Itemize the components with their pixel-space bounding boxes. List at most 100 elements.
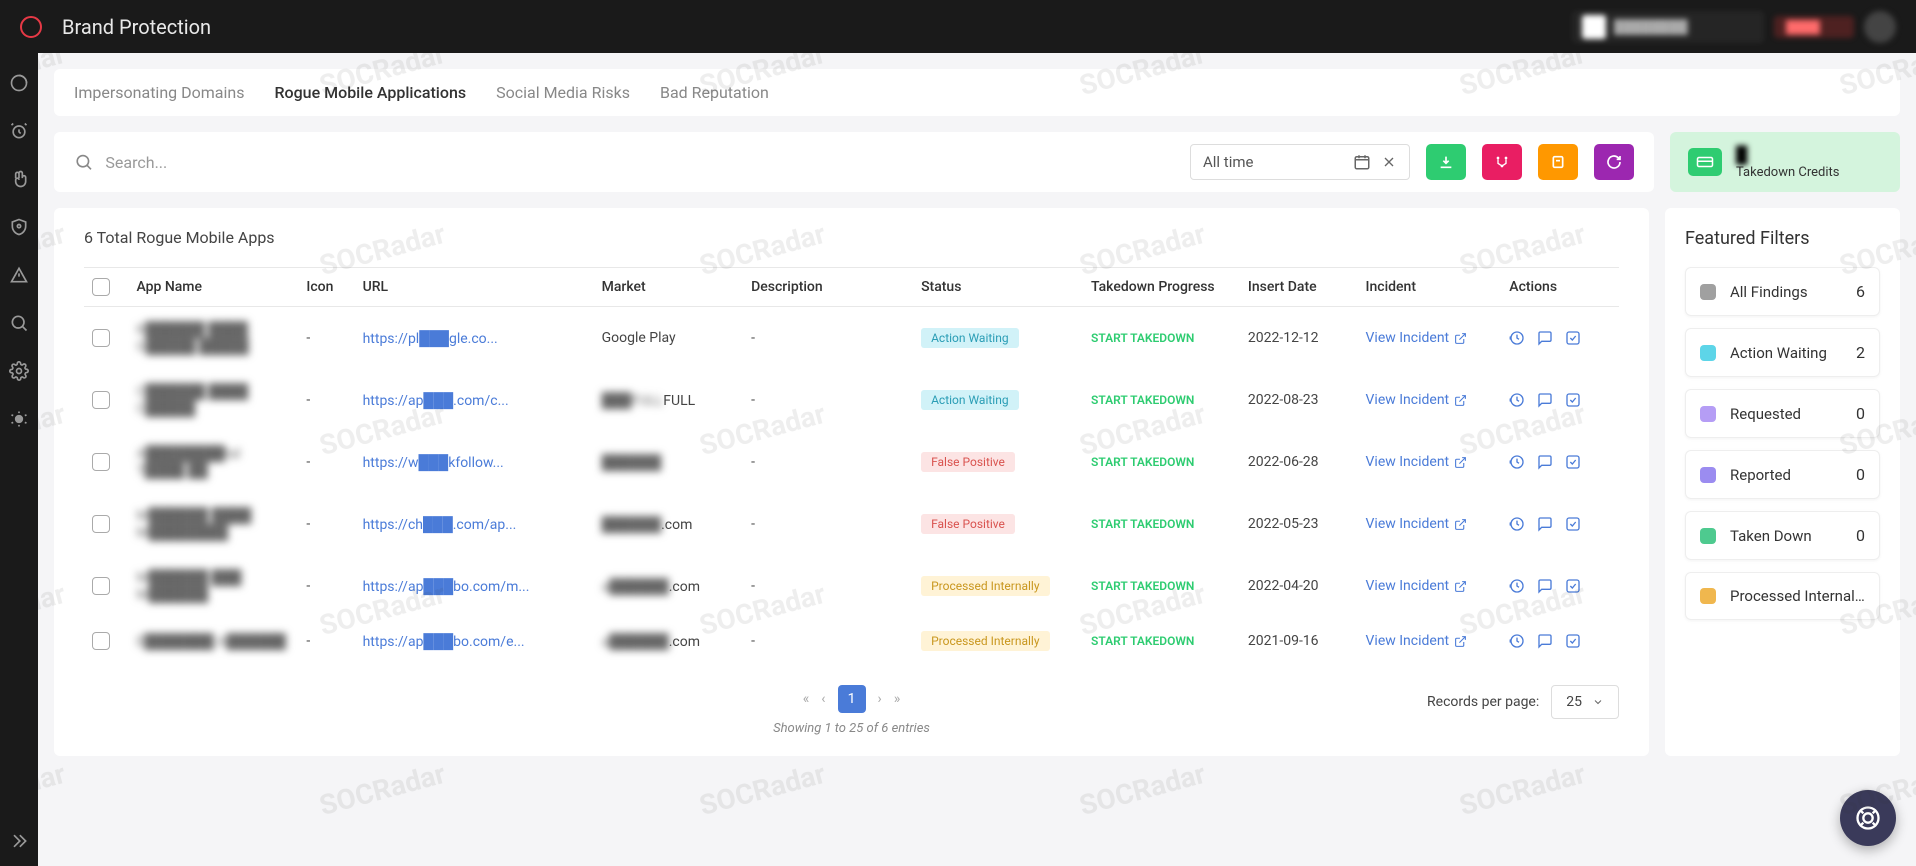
row-checkbox[interactable] (92, 453, 110, 471)
page-last-button[interactable]: » (894, 691, 901, 707)
sidebar-item-search[interactable] (9, 313, 29, 333)
history-icon[interactable] (1509, 633, 1525, 649)
sidebar-expand-icon[interactable] (9, 831, 29, 851)
check-icon[interactable] (1565, 633, 1581, 649)
row-checkbox[interactable] (92, 577, 110, 595)
row-checkbox[interactable] (92, 391, 110, 409)
tab-rogue-mobile-applications[interactable]: Rogue Mobile Applications (274, 83, 466, 102)
note-button[interactable] (1538, 144, 1578, 180)
start-takedown-button[interactable]: START TAKEDOWN (1091, 455, 1194, 469)
comment-icon[interactable] (1537, 516, 1553, 532)
view-incident-link[interactable]: View Incident (1366, 454, 1468, 470)
row-checkbox[interactable] (92, 515, 110, 533)
history-icon[interactable] (1509, 330, 1525, 346)
search-input[interactable] (105, 153, 1174, 172)
tab-impersonating-domains[interactable]: Impersonating Domains (74, 83, 244, 102)
page-prev-button[interactable]: ‹ (821, 691, 825, 707)
start-takedown-button[interactable]: START TAKEDOWN (1091, 579, 1194, 593)
main-content: Impersonating Domains Rogue Mobile Appli… (38, 53, 1916, 866)
pagination: « ‹ 1 › » Showing 1 to 25 of 6 entries R… (84, 685, 1619, 736)
history-icon[interactable] (1509, 454, 1525, 470)
sidebar-item-dashboard[interactable] (9, 73, 29, 93)
user-menu[interactable]: ████████ (1572, 11, 1764, 43)
insert-date-cell: 2021-09-16 (1240, 617, 1358, 665)
filter-item[interactable]: Reported 0 (1685, 450, 1880, 499)
url-link[interactable]: https://ap███.com/c... (363, 393, 509, 409)
status-badge: False Positive (921, 452, 1015, 472)
filter-item[interactable]: Processed Internally (1685, 572, 1880, 620)
url-link[interactable]: https://ap███bo.com/e... (363, 634, 525, 650)
app-name-cell: A████████tal T████ ██ (136, 446, 240, 479)
sidebar-item-settings[interactable] (9, 361, 29, 381)
status-badge: False Positive (921, 514, 1015, 534)
page-title: Brand Protection (62, 15, 211, 39)
search-toolbar: All time (54, 132, 1654, 192)
select-all-checkbox[interactable] (92, 278, 110, 296)
row-checkbox[interactable] (92, 632, 110, 650)
url-link[interactable]: https://w███kfollow... (363, 455, 504, 471)
start-takedown-button[interactable]: START TAKEDOWN (1091, 331, 1194, 345)
takedown-credits-card: █ Takedown Credits (1670, 132, 1900, 192)
description-cell: - (743, 307, 913, 370)
page-current[interactable]: 1 (838, 685, 866, 713)
row-checkbox[interactable] (92, 329, 110, 347)
url-link[interactable]: https://ch███.com/ap... (363, 517, 517, 533)
view-incident-link[interactable]: View Incident (1366, 330, 1468, 346)
check-icon[interactable] (1565, 330, 1581, 346)
url-link[interactable]: https://ap███bo.com/m... (363, 579, 530, 595)
check-icon[interactable] (1565, 578, 1581, 594)
filter-button[interactable] (1482, 144, 1522, 180)
filter-item[interactable]: Taken Down 0 (1685, 511, 1880, 560)
comment-icon[interactable] (1537, 454, 1553, 470)
comment-icon[interactable] (1537, 330, 1553, 346)
refresh-button[interactable] (1594, 144, 1634, 180)
header-avatar-icon[interactable] (1864, 11, 1896, 43)
download-button[interactable] (1426, 144, 1466, 180)
filter-item[interactable]: Action Waiting 2 (1685, 328, 1880, 377)
start-takedown-button[interactable]: START TAKEDOWN (1091, 393, 1194, 407)
sidebar-item-warning[interactable] (9, 265, 29, 285)
clear-date-icon[interactable] (1381, 154, 1397, 170)
sidebar-item-alarm[interactable] (9, 121, 29, 141)
tab-bad-reputation[interactable]: Bad Reputation (660, 83, 769, 102)
start-takedown-button[interactable]: START TAKEDOWN (1091, 634, 1194, 648)
col-actions: Actions (1501, 268, 1619, 307)
icon-cell: - (298, 493, 354, 555)
history-icon[interactable] (1509, 578, 1525, 594)
view-incident-link[interactable]: View Incident (1366, 516, 1468, 532)
filter-item[interactable]: All Findings 6 (1685, 267, 1880, 316)
filter-count: 0 (1856, 404, 1865, 423)
user-name: ████████ (1614, 19, 1754, 35)
view-incident-link[interactable]: View Incident (1366, 633, 1468, 649)
history-icon[interactable] (1509, 516, 1525, 532)
comment-icon[interactable] (1537, 578, 1553, 594)
sidebar-item-bug[interactable] (9, 409, 29, 429)
filter-label: All Findings (1730, 283, 1856, 301)
check-icon[interactable] (1565, 392, 1581, 408)
start-takedown-button[interactable]: START TAKEDOWN (1091, 517, 1194, 531)
filter-color-icon (1700, 588, 1716, 604)
records-per-page-select[interactable]: 25 (1551, 685, 1619, 719)
table-row: M██████ ████ M████████ - https://ch███.c… (84, 493, 1619, 555)
page-first-button[interactable]: « (803, 691, 810, 707)
page-next-button[interactable]: › (878, 691, 882, 707)
check-icon[interactable] (1565, 516, 1581, 532)
filters-title: Featured Filters (1685, 228, 1880, 249)
sidebar-item-hand[interactable] (9, 169, 29, 189)
credits-icon (1688, 148, 1722, 176)
history-icon[interactable] (1509, 392, 1525, 408)
view-incident-link[interactable]: View Incident (1366, 578, 1468, 594)
help-fab-button[interactable] (1840, 790, 1896, 846)
market-cell: ███FULLFULL (594, 369, 744, 431)
comment-icon[interactable] (1537, 392, 1553, 408)
comment-icon[interactable] (1537, 633, 1553, 649)
date-range-select[interactable]: All time (1190, 144, 1410, 180)
tab-social-media-risks[interactable]: Social Media Risks (496, 83, 630, 102)
check-icon[interactable] (1565, 454, 1581, 470)
sidebar-item-shield[interactable] (9, 217, 29, 237)
filter-item[interactable]: Requested 0 (1685, 389, 1880, 438)
url-link[interactable]: https://pl███gle.co... (363, 331, 498, 347)
col-takedown: Takedown Progress (1083, 268, 1240, 307)
app-name-cell: E███████ A██████ (136, 634, 286, 650)
view-incident-link[interactable]: View Incident (1366, 392, 1468, 408)
